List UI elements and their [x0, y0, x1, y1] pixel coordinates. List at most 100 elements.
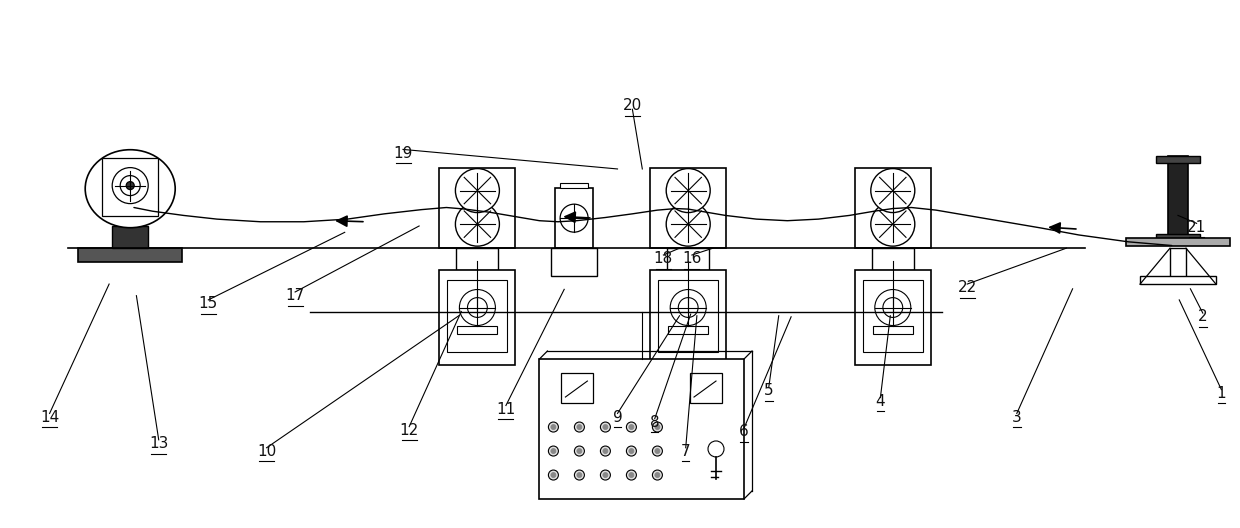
Circle shape	[600, 446, 610, 456]
Bar	[658, 280, 718, 352]
Circle shape	[629, 473, 634, 477]
Bar	[873, 326, 913, 334]
Circle shape	[626, 422, 636, 432]
Circle shape	[548, 422, 558, 432]
Text: 12: 12	[399, 423, 419, 438]
Circle shape	[629, 449, 634, 454]
Circle shape	[708, 441, 724, 457]
Bar	[1126, 238, 1230, 246]
Text: 8: 8	[650, 415, 660, 430]
Circle shape	[652, 446, 662, 456]
Circle shape	[655, 449, 660, 454]
Bar	[667, 248, 709, 270]
Circle shape	[870, 168, 915, 213]
Circle shape	[874, 289, 911, 326]
Bar	[102, 157, 159, 215]
Bar	[863, 280, 923, 352]
Circle shape	[655, 425, 660, 430]
Circle shape	[577, 449, 582, 454]
Bar	[539, 359, 744, 499]
Circle shape	[551, 425, 556, 430]
Circle shape	[548, 470, 558, 480]
Bar	[439, 168, 516, 248]
Text: 20: 20	[622, 98, 642, 113]
Ellipse shape	[86, 150, 175, 228]
Circle shape	[883, 298, 903, 317]
Text: 10: 10	[257, 444, 277, 459]
Text: 2: 2	[1198, 309, 1208, 324]
Text: 22: 22	[957, 280, 977, 295]
Circle shape	[551, 449, 556, 454]
Bar	[668, 326, 708, 334]
Text: 9: 9	[613, 410, 622, 425]
Circle shape	[459, 289, 496, 326]
Text: 7: 7	[681, 444, 691, 459]
Circle shape	[560, 204, 588, 232]
Circle shape	[626, 470, 636, 480]
Circle shape	[120, 176, 140, 195]
Bar	[854, 168, 931, 248]
Circle shape	[666, 168, 711, 213]
Circle shape	[603, 425, 608, 430]
Bar	[1168, 156, 1188, 241]
Text: 17: 17	[285, 288, 305, 303]
Text: 3: 3	[1012, 410, 1022, 425]
Circle shape	[626, 446, 636, 456]
Circle shape	[548, 446, 558, 456]
Bar	[650, 270, 727, 365]
Bar	[458, 326, 497, 334]
Circle shape	[670, 289, 707, 326]
Text: 19: 19	[393, 146, 413, 161]
Bar	[78, 248, 182, 262]
Text: 1: 1	[1216, 386, 1226, 401]
Text: 13: 13	[149, 436, 169, 451]
Circle shape	[112, 167, 149, 204]
Circle shape	[551, 473, 556, 477]
Circle shape	[577, 425, 582, 430]
Bar	[854, 270, 931, 365]
Text: 15: 15	[198, 296, 218, 311]
Bar	[1156, 234, 1200, 241]
Circle shape	[455, 202, 500, 246]
Circle shape	[467, 298, 487, 317]
Bar	[439, 270, 516, 365]
Text: 11: 11	[496, 402, 516, 417]
Text: 21: 21	[1187, 220, 1207, 234]
Circle shape	[603, 449, 608, 454]
Bar	[448, 280, 507, 352]
Circle shape	[574, 470, 584, 480]
Bar	[1156, 156, 1200, 163]
Circle shape	[574, 422, 584, 432]
Bar	[456, 248, 498, 270]
Bar	[872, 248, 914, 270]
Circle shape	[126, 182, 134, 190]
Circle shape	[455, 168, 500, 213]
Circle shape	[678, 298, 698, 317]
Text: 5: 5	[764, 383, 774, 398]
Text: 4: 4	[875, 394, 885, 409]
Bar	[556, 188, 593, 248]
Bar	[112, 226, 149, 248]
Circle shape	[600, 422, 610, 432]
Bar	[1171, 248, 1185, 283]
Circle shape	[629, 425, 634, 430]
Circle shape	[577, 473, 582, 477]
Circle shape	[652, 422, 662, 432]
Circle shape	[870, 202, 915, 246]
Text: 14: 14	[40, 410, 60, 425]
Bar	[562, 373, 594, 403]
Circle shape	[600, 470, 610, 480]
Circle shape	[603, 473, 608, 477]
Bar	[1140, 276, 1216, 284]
Circle shape	[652, 470, 662, 480]
Text: 18: 18	[653, 251, 673, 266]
Circle shape	[666, 202, 711, 246]
Bar	[650, 168, 727, 248]
Bar	[551, 248, 598, 276]
Circle shape	[574, 446, 584, 456]
Bar	[560, 183, 588, 188]
Text: 6: 6	[739, 425, 749, 439]
Text: 16: 16	[682, 251, 702, 266]
Circle shape	[655, 473, 660, 477]
Bar	[689, 373, 722, 403]
